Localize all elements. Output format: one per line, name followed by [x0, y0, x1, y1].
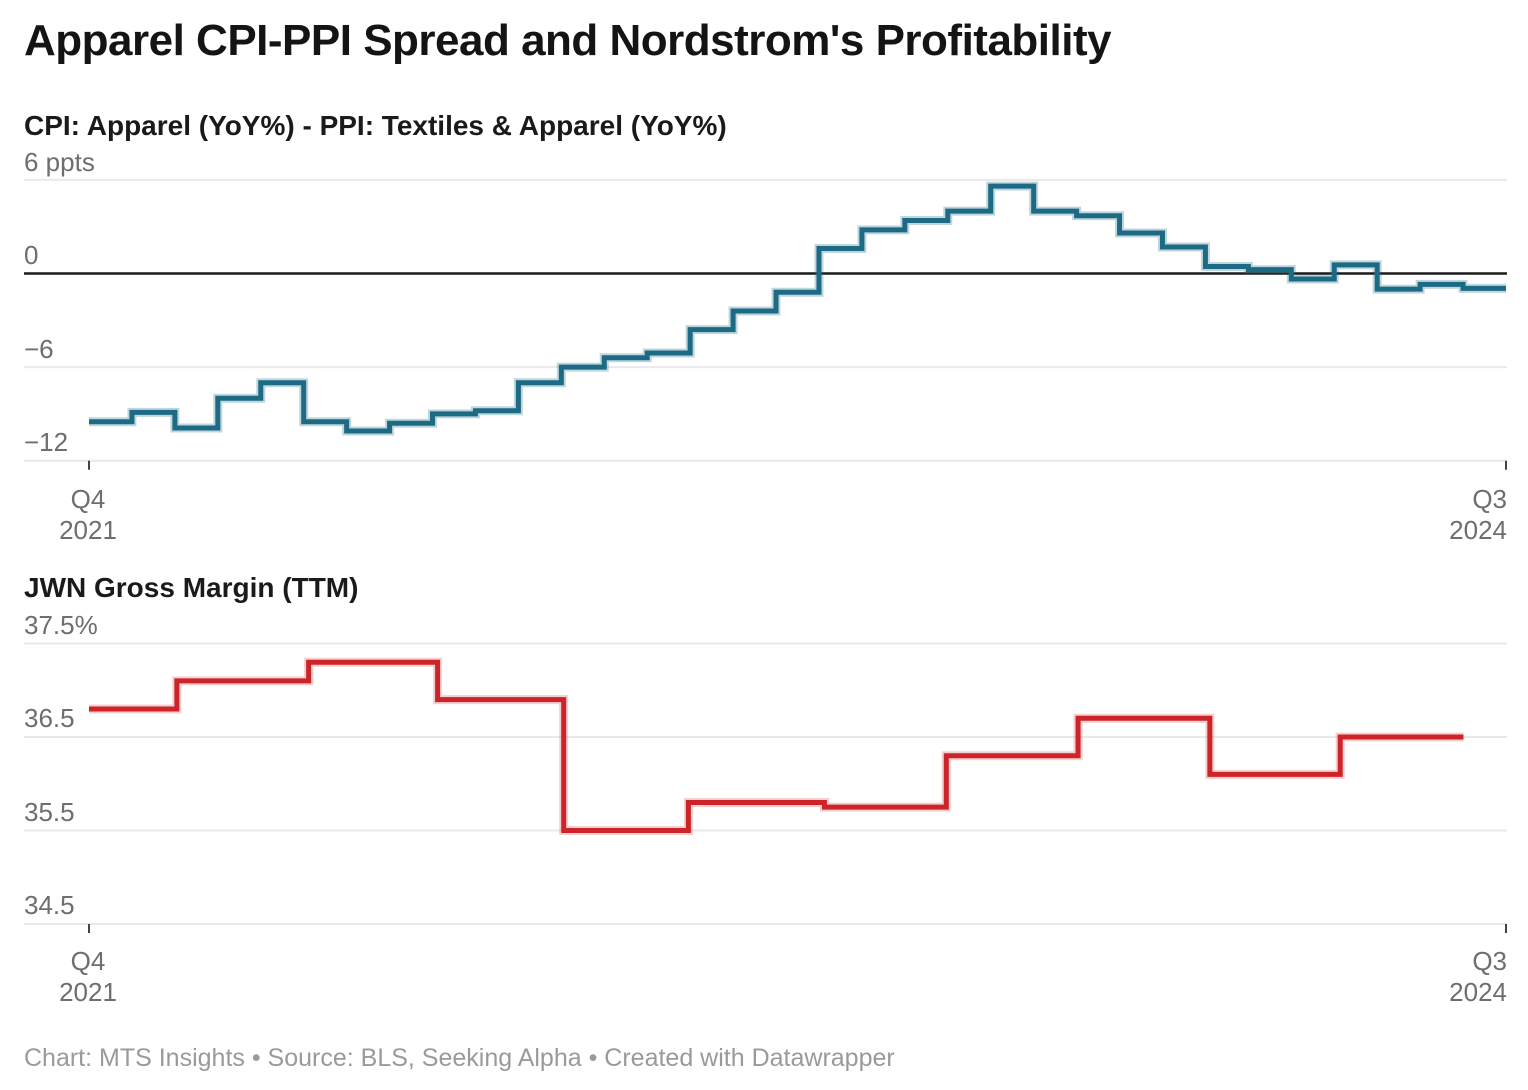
chart1-ytick-0: 0: [24, 240, 39, 270]
step-line: [89, 183, 1506, 434]
jwn-gross-margin-chart: [24, 642, 1507, 933]
cpi-ppi-spread-chart: [24, 178, 1507, 470]
chart2-xlabel-end: Q3 2024: [1387, 946, 1507, 1008]
chart1-title: CPI: Apparel (YoY%) - PPI: Textiles & Ap…: [24, 110, 727, 141]
step-line: [89, 659, 1464, 833]
x-start-quarter: Q4: [70, 484, 106, 514]
chart2-ytick-355: 35.5: [24, 797, 75, 827]
chart1-ytick-6: 6 ppts: [24, 147, 95, 177]
x-end-quarter: Q3: [1472, 946, 1507, 976]
chart1-xlabel-start: Q4 2021: [28, 484, 148, 546]
chart1-ytick-m6: −6: [24, 334, 54, 364]
x-start-year: 2021: [59, 515, 117, 545]
x-end-year: 2024: [1449, 515, 1507, 545]
chart2-ytick-345: 34.5: [24, 890, 75, 920]
chart2-title: JWN Gross Margin (TTM): [24, 572, 359, 603]
chart2-xlabel-start: Q4 2021: [28, 946, 148, 1008]
x-start-year: 2021: [59, 977, 117, 1007]
page-title: Apparel CPI-PPI Spread and Nordstrom's P…: [24, 16, 1112, 65]
chart2-ytick-365: 36.5: [24, 703, 75, 733]
chart2-ytick-375: 37.5%: [24, 610, 98, 640]
step-line-halo: [89, 657, 1464, 835]
chart1-ytick-m12: −12: [24, 427, 69, 457]
x-start-quarter: Q4: [70, 946, 106, 976]
x-end-year: 2024: [1449, 977, 1507, 1007]
attribution-footer: Chart: MTS Insights • Source: BLS, Seeki…: [24, 1044, 895, 1072]
x-end-quarter: Q3: [1472, 484, 1507, 514]
chart1-xlabel-end: Q3 2024: [1387, 484, 1507, 546]
